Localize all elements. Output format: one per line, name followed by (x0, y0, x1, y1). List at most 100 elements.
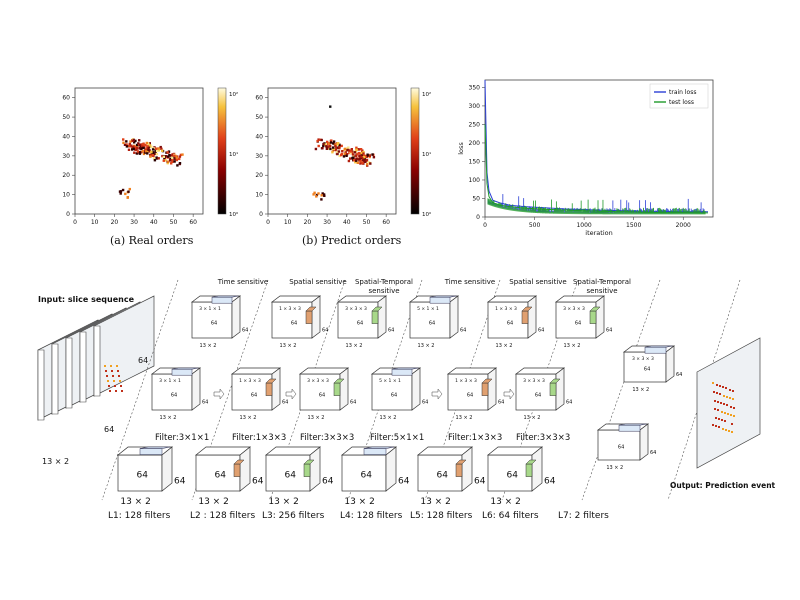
heat-cell (121, 188, 125, 192)
kernel-label: 3 × 3 × 3 (345, 306, 367, 312)
heat-cell (366, 164, 369, 167)
heat-cell (157, 157, 160, 160)
heatmap-cells (118, 138, 184, 199)
kernel-block (521, 306, 533, 312)
heat-cell (133, 151, 136, 154)
cube-side (461, 446, 473, 492)
heat-cell (343, 152, 346, 155)
heat-cell (369, 162, 372, 165)
legend-label: test loss (669, 99, 694, 106)
cube-front (117, 454, 163, 492)
cube-front (409, 301, 451, 339)
output-heat-dot (714, 408, 716, 410)
mid-row-cube-4: 5 × 1 × 1 64 64 13 × 2 (370, 367, 428, 421)
dim-label-64: 64 (319, 392, 325, 398)
heat-cell (352, 156, 355, 159)
dim-label-64-side: 64 (322, 476, 334, 486)
heat-cell (361, 158, 364, 161)
heat-cell (314, 147, 318, 151)
dim-label-64: 64 (360, 470, 372, 480)
dim-label-64-side: 64 (252, 476, 264, 486)
dim-label-13x2: 13 × 2 (524, 415, 541, 421)
heat-cell (324, 143, 327, 146)
dim-label-13x2: 13 × 2 (120, 497, 150, 507)
cube-front (337, 301, 379, 339)
x-tick-label: 10 (284, 219, 292, 226)
y-tick-label: 0 (476, 214, 480, 221)
heat-cell (173, 154, 176, 157)
dim-label-13x2: 13 × 2 (632, 387, 649, 393)
output-heat-dot (714, 400, 716, 402)
output-heat-dot (713, 391, 715, 393)
heat-cell (362, 156, 366, 159)
dim-label-64-side: 64 (422, 399, 428, 405)
y-tick-label: 50 (255, 114, 263, 121)
flow-arrow (431, 388, 443, 400)
heat-cell (330, 139, 333, 142)
heat-cell (131, 148, 134, 151)
heat-cell (154, 151, 157, 154)
cube-side (527, 295, 537, 339)
heat-cell (171, 159, 174, 162)
dim-label-64-side: 64 (282, 399, 288, 405)
dim-label-13x2: 13 × 2 (564, 343, 581, 349)
cube-side (639, 423, 649, 461)
caption-predict-orders: (b) Predict orders (302, 234, 402, 247)
heat-cell (365, 163, 369, 166)
heat-cell (352, 159, 356, 162)
top-row-cube-3: 3 × 3 × 3 64 64 13 × 2 (336, 295, 394, 349)
y-tick-label: 0 (259, 211, 263, 218)
heat-cell (149, 153, 152, 156)
kernel-slab (171, 368, 193, 376)
heat-cell (334, 144, 337, 148)
heat-cell (355, 153, 359, 156)
layer-label: L5: 128 filters (410, 511, 473, 521)
layer-label: L1: 128 filters (108, 511, 171, 521)
heat-cell (346, 148, 349, 152)
input-heat-dot (120, 385, 122, 387)
filter-label: Filter:3×3×3 (300, 433, 354, 443)
kernel-block (333, 382, 341, 396)
heat-cell (338, 143, 341, 146)
y-tick-label: 20 (255, 172, 263, 179)
heat-cell (361, 149, 364, 152)
heat-cell (162, 159, 165, 162)
heat-cell (171, 160, 174, 163)
heat-cell (150, 150, 153, 154)
heat-cell (135, 148, 138, 151)
kernel-label: 3 × 3 × 3 (563, 306, 585, 312)
heat-cell (173, 157, 176, 161)
heat-cell (348, 149, 351, 152)
output-heat-dot (723, 403, 725, 405)
output-heat-dot (719, 393, 721, 395)
dim-label-64: 64 (575, 320, 581, 326)
dim-label-13x2: 13 × 2 (606, 465, 623, 471)
output-heat-dot (732, 390, 734, 392)
heat-cell (358, 152, 361, 155)
heat-cell (175, 158, 178, 162)
output-heat-dot (721, 411, 723, 413)
heat-cell (360, 155, 363, 158)
input-heat-dot (121, 390, 123, 392)
heat-cell (119, 192, 122, 195)
heat-cell (336, 143, 339, 146)
header-label-line2: sensitive (586, 287, 617, 295)
heat-cell (132, 138, 135, 142)
dim-label-64-side: 64 (606, 327, 612, 333)
output-heat-dot (715, 425, 717, 427)
cube-side (339, 367, 349, 411)
heat-cell (361, 162, 364, 165)
heat-cell (368, 154, 371, 157)
heat-cell (167, 150, 171, 153)
heat-cell (146, 142, 150, 145)
heat-cell (349, 157, 352, 160)
heat-cell (164, 159, 167, 162)
output-heat-dot (724, 412, 726, 414)
kernel-block (481, 382, 489, 396)
y-tick-label: 60 (255, 95, 263, 102)
heat-cell (134, 146, 137, 149)
heat-cell (365, 158, 369, 162)
heat-cell (129, 140, 132, 143)
heat-cell (124, 192, 127, 196)
cube-front (371, 373, 413, 411)
